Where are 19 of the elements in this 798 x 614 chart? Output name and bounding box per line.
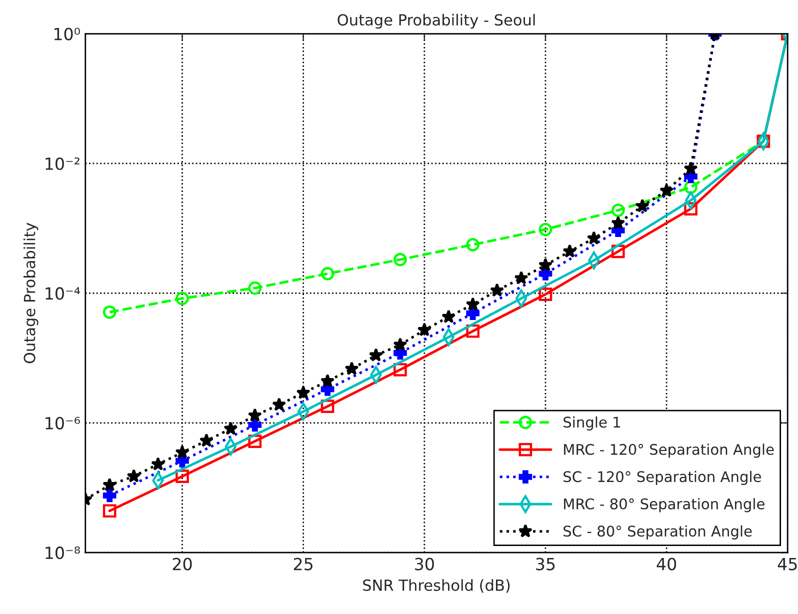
x-tick-label: 20: [172, 558, 192, 570]
x-tick-label: 40: [656, 558, 676, 570]
y-tick-label: 10⁻⁴: [46, 287, 80, 300]
x-tick-label: 35: [536, 558, 555, 570]
legend-label: SC - 80° Separation Angle: [564, 525, 752, 540]
y-tick-label: 10⁻⁸: [46, 546, 80, 560]
y-tick-label: 10⁰: [54, 28, 80, 40]
chart-title: Outage Probability - Seoul: [338, 14, 535, 29]
y-tick-label: 10⁻²: [46, 157, 80, 170]
y-axis-title: Outage Probability: [23, 222, 38, 364]
legend-label: MRC - 120° Separation Angle: [564, 444, 774, 458]
x-tick-label: 30: [415, 558, 434, 570]
x-axis-title: SNR Threshold (dB): [363, 579, 510, 593]
x-tick-label: 45: [778, 558, 797, 570]
legend-label: Single 1: [564, 416, 620, 431]
y-tick-label: 10⁻⁶: [46, 416, 80, 430]
legend-label: SC - 120° Separation Angle: [564, 470, 761, 485]
legend-label: MRC - 80° Separation Angle: [564, 498, 764, 512]
x-tick-label: 25: [294, 558, 312, 570]
